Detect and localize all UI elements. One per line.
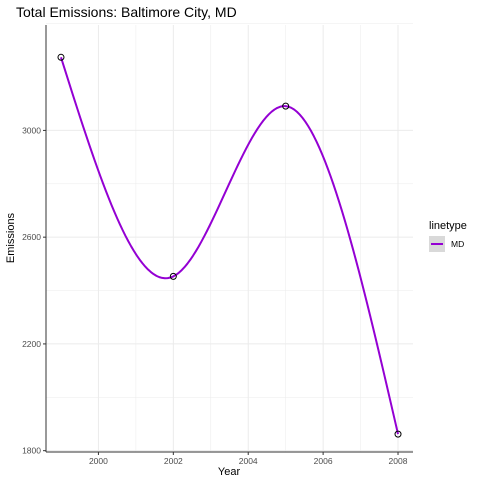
y-tick-label: 2600 bbox=[22, 232, 41, 242]
legend-label-md: MD bbox=[451, 239, 464, 249]
gridlines bbox=[46, 23, 413, 452]
y-tick-label: 2200 bbox=[22, 339, 41, 349]
data-point-md bbox=[282, 102, 290, 110]
x-tick-label: 2008 bbox=[389, 456, 408, 466]
x-tick-label: 2000 bbox=[89, 456, 108, 466]
y-axis-title: Emissions bbox=[5, 212, 17, 263]
data-point-md bbox=[57, 53, 65, 61]
y-tick-label: 3000 bbox=[22, 125, 41, 135]
y-tick-label: 1800 bbox=[22, 446, 41, 456]
series-line-md bbox=[60, 56, 399, 435]
data-point-md bbox=[394, 430, 402, 438]
axes: 2000 2002 2004 2006 2008 1800 2200 2600 3000 bbox=[22, 25, 413, 466]
x-tick-label: 2002 bbox=[164, 456, 183, 466]
x-axis-title: Year bbox=[218, 466, 241, 478]
plot-panel bbox=[46, 23, 413, 452]
chart-title: Total Emissions: Baltimore City, MD bbox=[16, 4, 237, 20]
legend-title: linetype bbox=[429, 220, 467, 232]
x-tick-label: 2006 bbox=[314, 456, 333, 466]
markers bbox=[57, 53, 402, 438]
x-tick-label: 2004 bbox=[239, 456, 258, 466]
legend: linetype MD bbox=[429, 220, 467, 252]
data-point-md bbox=[169, 272, 177, 280]
series-layer bbox=[60, 56, 399, 435]
